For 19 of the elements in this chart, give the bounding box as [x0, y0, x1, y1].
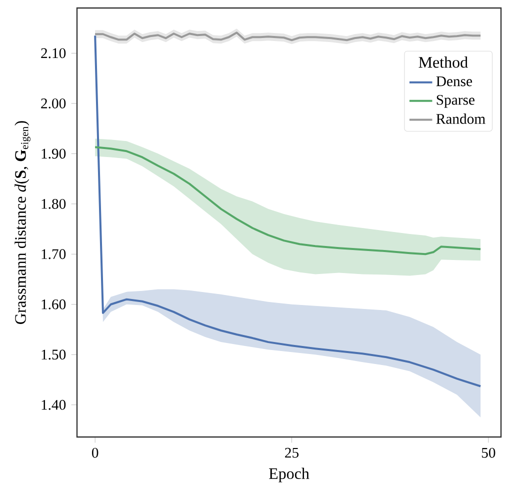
legend-label: Dense [436, 76, 472, 86]
x-axis-title: Epoch [269, 468, 310, 482]
y-tick-label: 1.60 [42, 299, 66, 310]
y-tick-label: 1.70 [42, 249, 66, 260]
y-tick-label: 2.10 [41, 48, 66, 58]
y-tick-label: 2.00 [41, 98, 66, 108]
y-tick-label: 1.80 [42, 198, 66, 209]
line-series [94, 32, 482, 42]
y-tick-label: 1.90 [42, 148, 66, 159]
y-axis-title: Grassmann distance d(S, G$_{eigen}$) [14, 121, 30, 324]
x-tick-label: 25 [285, 448, 299, 458]
legend-title: Method [418, 56, 468, 68]
y-tick-label: 1.40 [42, 400, 66, 410]
legend-label: Random [436, 114, 486, 124]
y-tick-label: 1.50 [42, 350, 66, 360]
legend-label: Sparse [436, 94, 474, 108]
line-series [94, 146, 482, 256]
x-tick-label: 50 [482, 448, 496, 458]
x-tick-label: 0 [92, 448, 98, 458]
